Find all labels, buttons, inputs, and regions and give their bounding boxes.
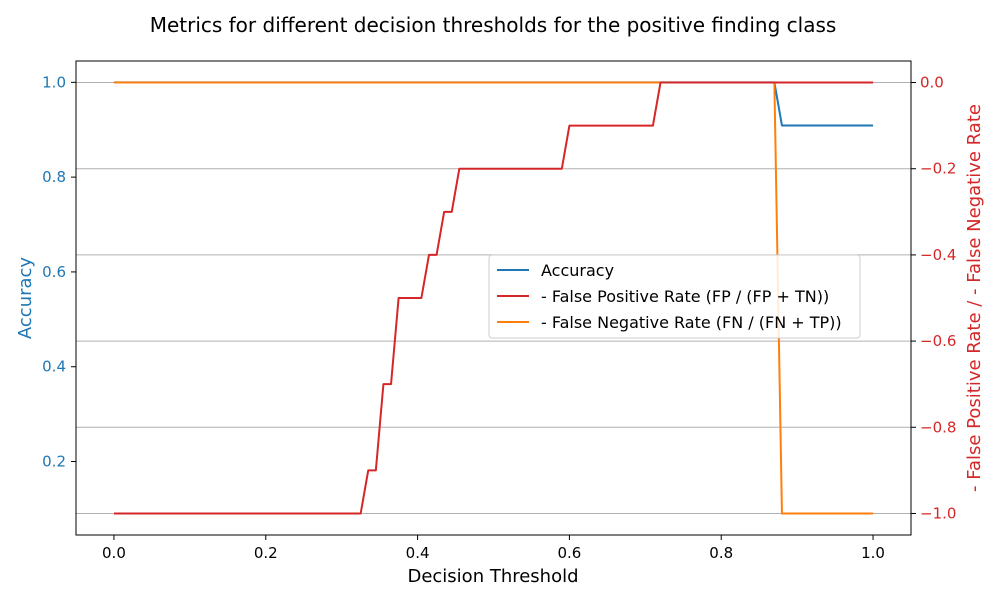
y-left-tick-label: 0.6 xyxy=(42,263,66,281)
y-right-tick-label: −0.4 xyxy=(920,246,956,264)
series-line-accuracy xyxy=(113,81,874,127)
y-left-tick-label: 0.8 xyxy=(42,168,66,186)
y-right-tick-label: −0.2 xyxy=(920,160,956,178)
x-axis-label: Decision Threshold xyxy=(407,566,578,587)
y-right-tick-label: −0.8 xyxy=(920,418,956,436)
x-tick-label: 1.0 xyxy=(861,544,885,562)
legend-label-fnr: - False Negative Rate (FN / (FN + TP)) xyxy=(541,313,842,332)
x-tick-label: 0.8 xyxy=(709,544,733,562)
x-tick-label: 0.2 xyxy=(254,544,278,562)
y-axis-left: 0.2 0.4 0.6 0.8 1.0 xyxy=(42,73,76,471)
y-left-tick-label: 0.2 xyxy=(42,453,66,471)
legend-label-fpr: - False Positive Rate (FP / (FP + TN)) xyxy=(541,287,829,306)
y-right-tick-label: −1.0 xyxy=(920,504,956,522)
chart-title: Metrics for different decision threshold… xyxy=(150,13,837,37)
x-axis: 0.0 0.2 0.4 0.6 0.8 1.0 xyxy=(102,535,885,562)
y-axis-left-label: Accuracy xyxy=(15,257,36,340)
y-axis-right-label: - False Positive Rate / - False Negative… xyxy=(964,104,985,492)
plot-frame xyxy=(75,60,912,536)
legend-box xyxy=(488,254,861,339)
y-left-tick-label: 1.0 xyxy=(42,73,66,91)
x-tick-label: 0.4 xyxy=(406,544,430,562)
legend: Accuracy - False Positive Rate (FP / (FP … xyxy=(488,254,861,339)
y-left-tick-label: 0.4 xyxy=(42,358,66,376)
series-line-fpr xyxy=(113,81,874,515)
y-right-tick-label: 0.0 xyxy=(920,74,944,92)
x-tick-label: 0.6 xyxy=(557,544,581,562)
x-tick-label: 0.0 xyxy=(102,544,126,562)
legend-label-accuracy: Accuracy xyxy=(541,261,614,280)
y-axis-right: −1.0 −0.8 −0.6 −0.4 −0.2 0.0 xyxy=(911,74,956,522)
y-right-tick-label: −0.6 xyxy=(920,332,956,350)
